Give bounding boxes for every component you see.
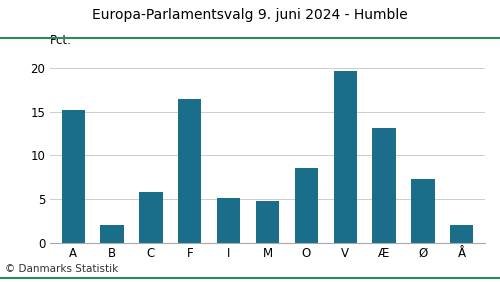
Text: Europa-Parlamentsvalg 9. juni 2024 - Humble: Europa-Parlamentsvalg 9. juni 2024 - Hum…: [92, 8, 408, 23]
Text: Pct.: Pct.: [50, 34, 72, 47]
Text: © Danmarks Statistik: © Danmarks Statistik: [5, 264, 118, 274]
Bar: [178, 99, 202, 243]
Bar: [256, 201, 279, 243]
Bar: [140, 192, 162, 243]
Bar: [100, 225, 124, 243]
Bar: [62, 110, 85, 243]
Bar: [372, 128, 396, 243]
Bar: [217, 198, 240, 243]
Bar: [450, 225, 473, 243]
Bar: [334, 71, 357, 243]
Bar: [294, 168, 318, 243]
Bar: [411, 179, 434, 243]
